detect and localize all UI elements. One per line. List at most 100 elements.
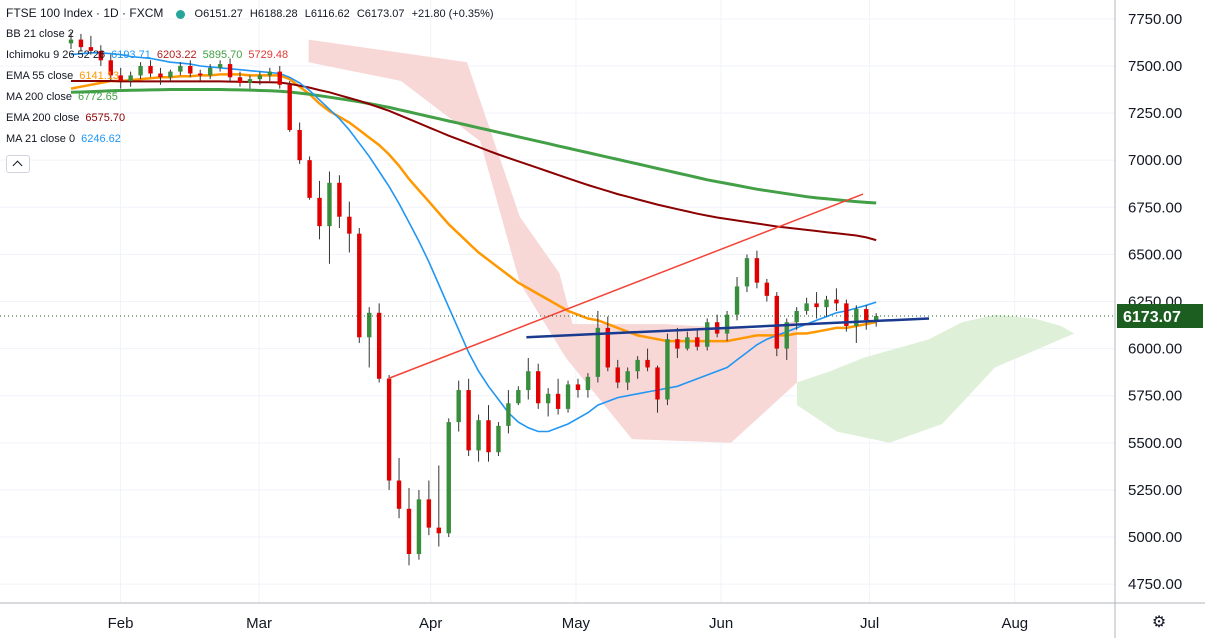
eye-icon[interactable] (176, 9, 186, 19)
y-tick-label: 6000.00 (1128, 341, 1182, 358)
candle-body (376, 312, 382, 379)
candle-body (456, 390, 461, 423)
symbol-title: FTSE 100 Index · 1D · FXCM (6, 6, 164, 20)
candle-body (496, 425, 501, 453)
trend-lines[interactable] (387, 193, 930, 380)
gear-icon[interactable]: ⚙ (1151, 614, 1167, 631)
candle-body (357, 233, 362, 338)
candle-body (804, 303, 809, 311)
indicator-value: 6193.71 (111, 49, 151, 61)
candle-body (88, 47, 94, 51)
candle-body (575, 384, 581, 391)
ohlc-close: 6173.07 (364, 8, 405, 20)
series-line (70, 88, 877, 205)
ichimoku-cloud (308, 39, 1075, 443)
y-tick-label: 7250.00 (1128, 105, 1182, 122)
series-line (70, 51, 877, 433)
candle-body (267, 71, 273, 76)
candle-body (585, 376, 591, 391)
candle-body (516, 390, 521, 404)
x-tick-label: Jul (860, 615, 879, 632)
indicator-value: 6246.62 (81, 133, 121, 145)
indicator-legend-row[interactable]: MA 200 close 6772.65 (6, 91, 124, 103)
support-trendline (526, 317, 930, 339)
candle-body (188, 65, 193, 74)
candle-body (257, 75, 263, 80)
candles (68, 32, 879, 566)
candle-body (148, 65, 153, 74)
candle-body (436, 527, 442, 534)
series-line (71, 80, 877, 242)
y-tick-label: 6750.00 (1128, 199, 1182, 216)
candle-body (198, 73, 203, 76)
candle-body (635, 359, 640, 372)
candle-body (545, 393, 551, 404)
candle-body (764, 282, 770, 296)
y-tick-label: 5000.00 (1128, 529, 1182, 546)
candle-body (774, 295, 779, 349)
candle-body (178, 65, 183, 72)
series-line (70, 73, 877, 343)
candle-body (536, 371, 541, 404)
candle-body (426, 499, 432, 528)
candle-body (645, 359, 650, 368)
candle-body (118, 75, 123, 82)
candle-body (78, 39, 84, 48)
indicator-legend-row[interactable]: MA 21 close 0 6246.62 (6, 133, 127, 145)
candle-body (705, 322, 710, 347)
ohlc-open: 6151.27 (203, 8, 243, 20)
y-tick-label: 7500.00 (1128, 58, 1182, 75)
candle-body (108, 60, 113, 76)
kumo-bearish (308, 39, 797, 443)
candle-body (526, 371, 531, 391)
candle-body (685, 337, 690, 349)
candle-body (794, 310, 799, 323)
indicator-legend-row[interactable]: EMA 55 close 6141.13 (6, 70, 125, 82)
candle-body (844, 303, 849, 326)
candle-body (625, 371, 630, 383)
x-tick-label: Jun (709, 615, 733, 632)
y-tick-label: 5750.00 (1128, 388, 1182, 405)
indicator-value: 5729.48 (248, 49, 289, 61)
candle-body (486, 420, 491, 453)
x-tick-label: May (562, 615, 591, 632)
candle-body (406, 508, 412, 555)
indicator-value: 6772.65 (78, 91, 118, 103)
candle-body (287, 84, 292, 131)
candle-body (864, 309, 869, 321)
candle-body (227, 64, 233, 78)
indicator-name: Ichimoku 9 26 52 26 (6, 49, 106, 61)
x-tick-label: Aug (1001, 615, 1028, 632)
candle-body (68, 39, 74, 44)
candle-body (605, 327, 610, 368)
ohlc-open-label: O (194, 8, 204, 20)
indicator-legend-row[interactable]: Ichimoku 9 26 52 26 6193.71 6203.22 5895.70… (6, 49, 294, 61)
candle-body (744, 258, 750, 287)
ohlc-high: 6188.28 (257, 8, 298, 20)
candle-body (734, 286, 740, 315)
x-tick-label: Apr (419, 615, 442, 632)
indicator-name: MA 200 close (6, 91, 73, 103)
candle-body (675, 339, 680, 349)
ohlc-change: +21.80 (+0.35%) (411, 8, 494, 20)
candle-body (476, 420, 481, 451)
collapse-legend-button[interactable] (6, 155, 30, 173)
candle-body (138, 65, 143, 76)
candle-body (327, 182, 332, 227)
chart-grid (0, 0, 1115, 603)
indicator-name: MA 21 close 0 (6, 133, 76, 145)
candle-body (317, 197, 322, 227)
y-tick-label: 5500.00 (1128, 435, 1182, 452)
last-price-text: 6173.07 (1123, 309, 1181, 326)
candle-body (506, 403, 511, 426)
indicator-legend-row[interactable]: EMA 200 close 6575.70 (6, 112, 131, 124)
candle-body (466, 390, 471, 451)
candle-body (168, 71, 173, 78)
indicator-legend-row[interactable]: BB 21 close 2 (6, 28, 80, 40)
candle-body (207, 67, 213, 76)
candle-body (724, 314, 730, 334)
y-tick-label: 5250.00 (1128, 482, 1182, 499)
last-price-badge (1117, 303, 1203, 328)
